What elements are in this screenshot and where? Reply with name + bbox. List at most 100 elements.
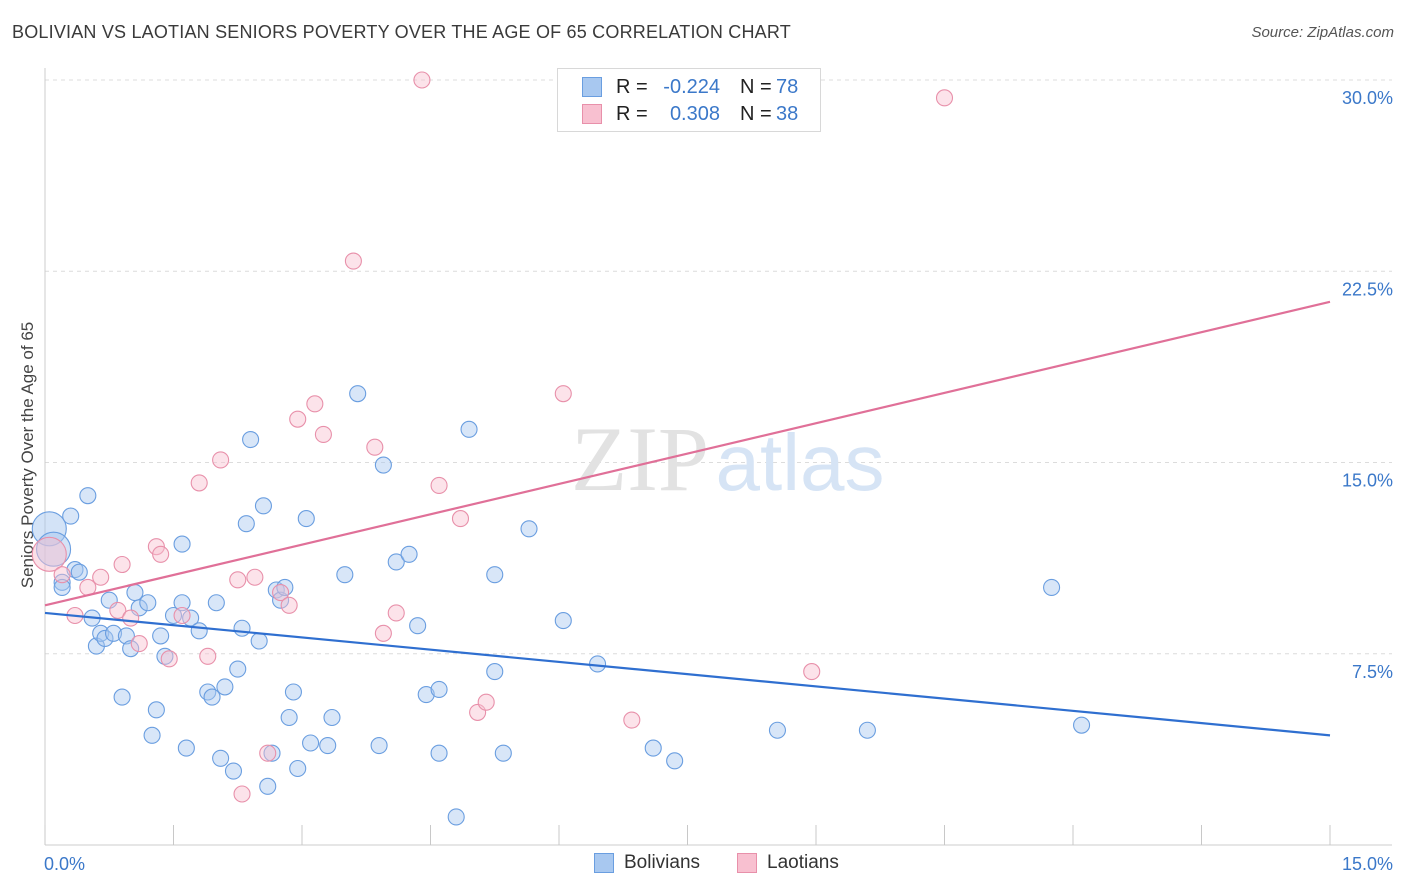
data-point-bolivians — [644, 739, 662, 757]
data-point-bolivians — [302, 734, 320, 752]
watermark-zip: ZIP — [571, 408, 709, 510]
data-point-bolivians — [486, 663, 504, 681]
data-point-laotians — [554, 385, 572, 403]
data-point-bolivians — [117, 627, 135, 645]
data-point-bolivians — [486, 566, 504, 584]
data-point-bolivians — [430, 744, 448, 762]
data-point-bolivians — [349, 385, 367, 403]
data-point-bolivians — [224, 762, 243, 780]
legend-n-value: 78 — [776, 75, 799, 98]
legend-n-label: N = — [740, 102, 772, 125]
trend-line-laotians — [44, 300, 1331, 607]
data-point-bolivians — [387, 553, 405, 571]
data-point-bolivians — [370, 736, 388, 755]
data-point-laotians — [190, 474, 208, 492]
data-points — [31, 71, 1091, 826]
tick-labels: 7.5% 15.0% 22.5% 30.0% 0.0% 15.0% — [44, 88, 1393, 874]
data-point-bolivians — [374, 456, 392, 474]
data-point-bolivians — [417, 685, 435, 704]
data-point-laotians — [451, 510, 470, 528]
data-point-laotians — [272, 583, 290, 602]
data-point-laotians — [803, 663, 821, 681]
legend-n-value: 38 — [776, 102, 799, 125]
data-point-laotians — [246, 568, 264, 586]
data-point-bolivians — [229, 660, 247, 678]
data-point-laotians — [374, 624, 392, 642]
data-point-laotians — [199, 647, 217, 665]
series-bolivians — [31, 385, 1091, 826]
data-point-laotians — [289, 410, 307, 428]
data-point-laotians — [92, 568, 110, 586]
legend-row-laotians: R = 0.308 N = 38 — [582, 101, 798, 127]
series-swatch-bolivians — [594, 853, 614, 873]
data-point-laotians — [152, 545, 170, 563]
data-point-bolivians — [212, 749, 230, 767]
data-point-laotians — [109, 601, 127, 619]
data-point-bolivians — [284, 683, 302, 701]
series-legend-laotians[interactable]: Laotians — [737, 852, 839, 874]
data-point-bolivians — [666, 752, 684, 770]
data-point-laotians — [229, 571, 247, 589]
data-point-bolivians — [280, 708, 298, 727]
data-point-laotians — [233, 785, 251, 803]
axes — [44, 68, 1392, 846]
series-label-bolivians: Bolivians — [624, 852, 701, 873]
data-point-bolivians — [96, 629, 114, 648]
data-point-laotians — [306, 395, 324, 413]
data-point-bolivians — [70, 563, 88, 581]
data-point-laotians — [53, 566, 71, 584]
legend-swatch-bolivians — [582, 77, 602, 97]
trend-line-bolivians — [44, 611, 1331, 737]
series-legend-bolivians[interactable]: Bolivians — [594, 852, 700, 874]
series-label-laotians: Laotians — [767, 852, 839, 873]
data-point-bolivians — [323, 708, 341, 727]
data-point-bolivians — [336, 566, 354, 584]
data-point-bolivians — [858, 721, 876, 739]
data-point-bolivians — [430, 680, 448, 699]
data-point-bolivians — [104, 624, 123, 642]
data-point-laotians — [280, 596, 298, 614]
data-point-bolivians — [203, 688, 221, 706]
data-point-bolivians — [62, 507, 80, 525]
gridlines — [45, 79, 1392, 655]
data-point-bolivians — [554, 612, 572, 630]
data-point-bolivians — [216, 678, 234, 696]
y-tick-label: 15.0% — [1342, 471, 1393, 491]
data-point-bolivians — [177, 739, 195, 757]
data-point-bolivians — [254, 497, 273, 515]
data-point-bolivians — [143, 726, 161, 744]
data-point-laotians — [387, 604, 405, 622]
data-point-bolivians — [79, 487, 97, 505]
data-point-bolivians — [289, 759, 307, 778]
data-point-bolivians — [400, 545, 418, 563]
y-tick-label: 7.5% — [1352, 662, 1393, 682]
data-point-laotians — [31, 536, 67, 572]
series-laotians — [31, 71, 954, 803]
data-point-bolivians — [53, 578, 71, 597]
x-tick-label: 0.0% — [44, 854, 85, 874]
legend-n-label: N = — [740, 75, 772, 98]
data-point-laotians — [173, 606, 191, 625]
x-tick-label: 15.0% — [1342, 854, 1393, 874]
data-point-laotians — [122, 609, 140, 627]
data-point-bolivians — [122, 640, 140, 658]
data-point-bolivians — [164, 606, 183, 625]
data-point-laotians — [113, 555, 131, 574]
chart-title: BOLIVIAN VS LAOTIAN SENIORS POVERTY OVER… — [12, 22, 791, 42]
data-point-bolivians — [233, 619, 251, 637]
data-point-laotians — [623, 711, 641, 729]
data-point-laotians — [430, 476, 448, 495]
data-point-bolivians — [409, 617, 427, 635]
data-point-bolivians — [447, 808, 465, 826]
data-point-bolivians — [113, 688, 131, 706]
data-point-bolivians — [126, 583, 144, 602]
data-point-bolivians — [237, 515, 255, 533]
y-tick-label: 22.5% — [1342, 279, 1393, 299]
data-point-laotians — [130, 634, 148, 653]
legend-r-value: -0.224 — [663, 75, 720, 98]
series-legend: Bolivians Laotians — [0, 852, 1406, 878]
data-point-laotians — [413, 71, 431, 89]
data-point-bolivians — [139, 594, 157, 612]
trend-lines — [44, 300, 1331, 737]
